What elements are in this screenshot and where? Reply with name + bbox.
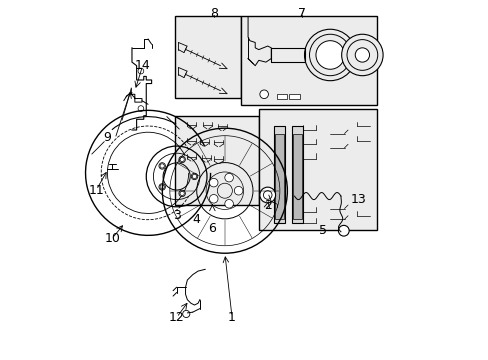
Text: 4: 4 — [192, 213, 200, 226]
Bar — [175, 16, 241, 98]
Text: 10: 10 — [104, 233, 120, 246]
Text: 2: 2 — [263, 198, 271, 212]
Circle shape — [259, 187, 275, 203]
Text: 9: 9 — [103, 131, 111, 144]
Circle shape — [304, 29, 355, 81]
Bar — [276, 94, 287, 99]
Text: 11: 11 — [88, 184, 104, 197]
Polygon shape — [273, 126, 285, 223]
Circle shape — [315, 41, 344, 69]
Text: 12: 12 — [168, 311, 184, 324]
Text: 7: 7 — [297, 8, 305, 21]
Circle shape — [209, 194, 218, 203]
Circle shape — [338, 225, 348, 236]
Text: 6: 6 — [208, 222, 216, 235]
Text: 8: 8 — [210, 8, 218, 21]
Circle shape — [179, 156, 185, 163]
Circle shape — [341, 34, 382, 76]
Circle shape — [159, 184, 165, 190]
Bar — [175, 116, 258, 205]
Circle shape — [259, 90, 268, 99]
Text: 5: 5 — [319, 224, 326, 237]
Circle shape — [224, 174, 233, 182]
Circle shape — [234, 186, 243, 195]
Bar — [258, 109, 376, 230]
Circle shape — [209, 178, 218, 187]
Circle shape — [191, 173, 197, 180]
Text: 1: 1 — [227, 311, 235, 324]
Circle shape — [159, 163, 165, 169]
Bar — [288, 94, 299, 99]
Circle shape — [179, 190, 185, 197]
Bar — [292, 134, 301, 219]
Bar — [241, 16, 376, 105]
Bar — [275, 134, 283, 219]
Text: 13: 13 — [350, 193, 366, 206]
Circle shape — [224, 199, 233, 208]
Circle shape — [354, 48, 369, 62]
Text: 14: 14 — [135, 59, 150, 72]
Circle shape — [183, 310, 189, 318]
Polygon shape — [291, 126, 303, 223]
Text: 3: 3 — [172, 209, 180, 222]
